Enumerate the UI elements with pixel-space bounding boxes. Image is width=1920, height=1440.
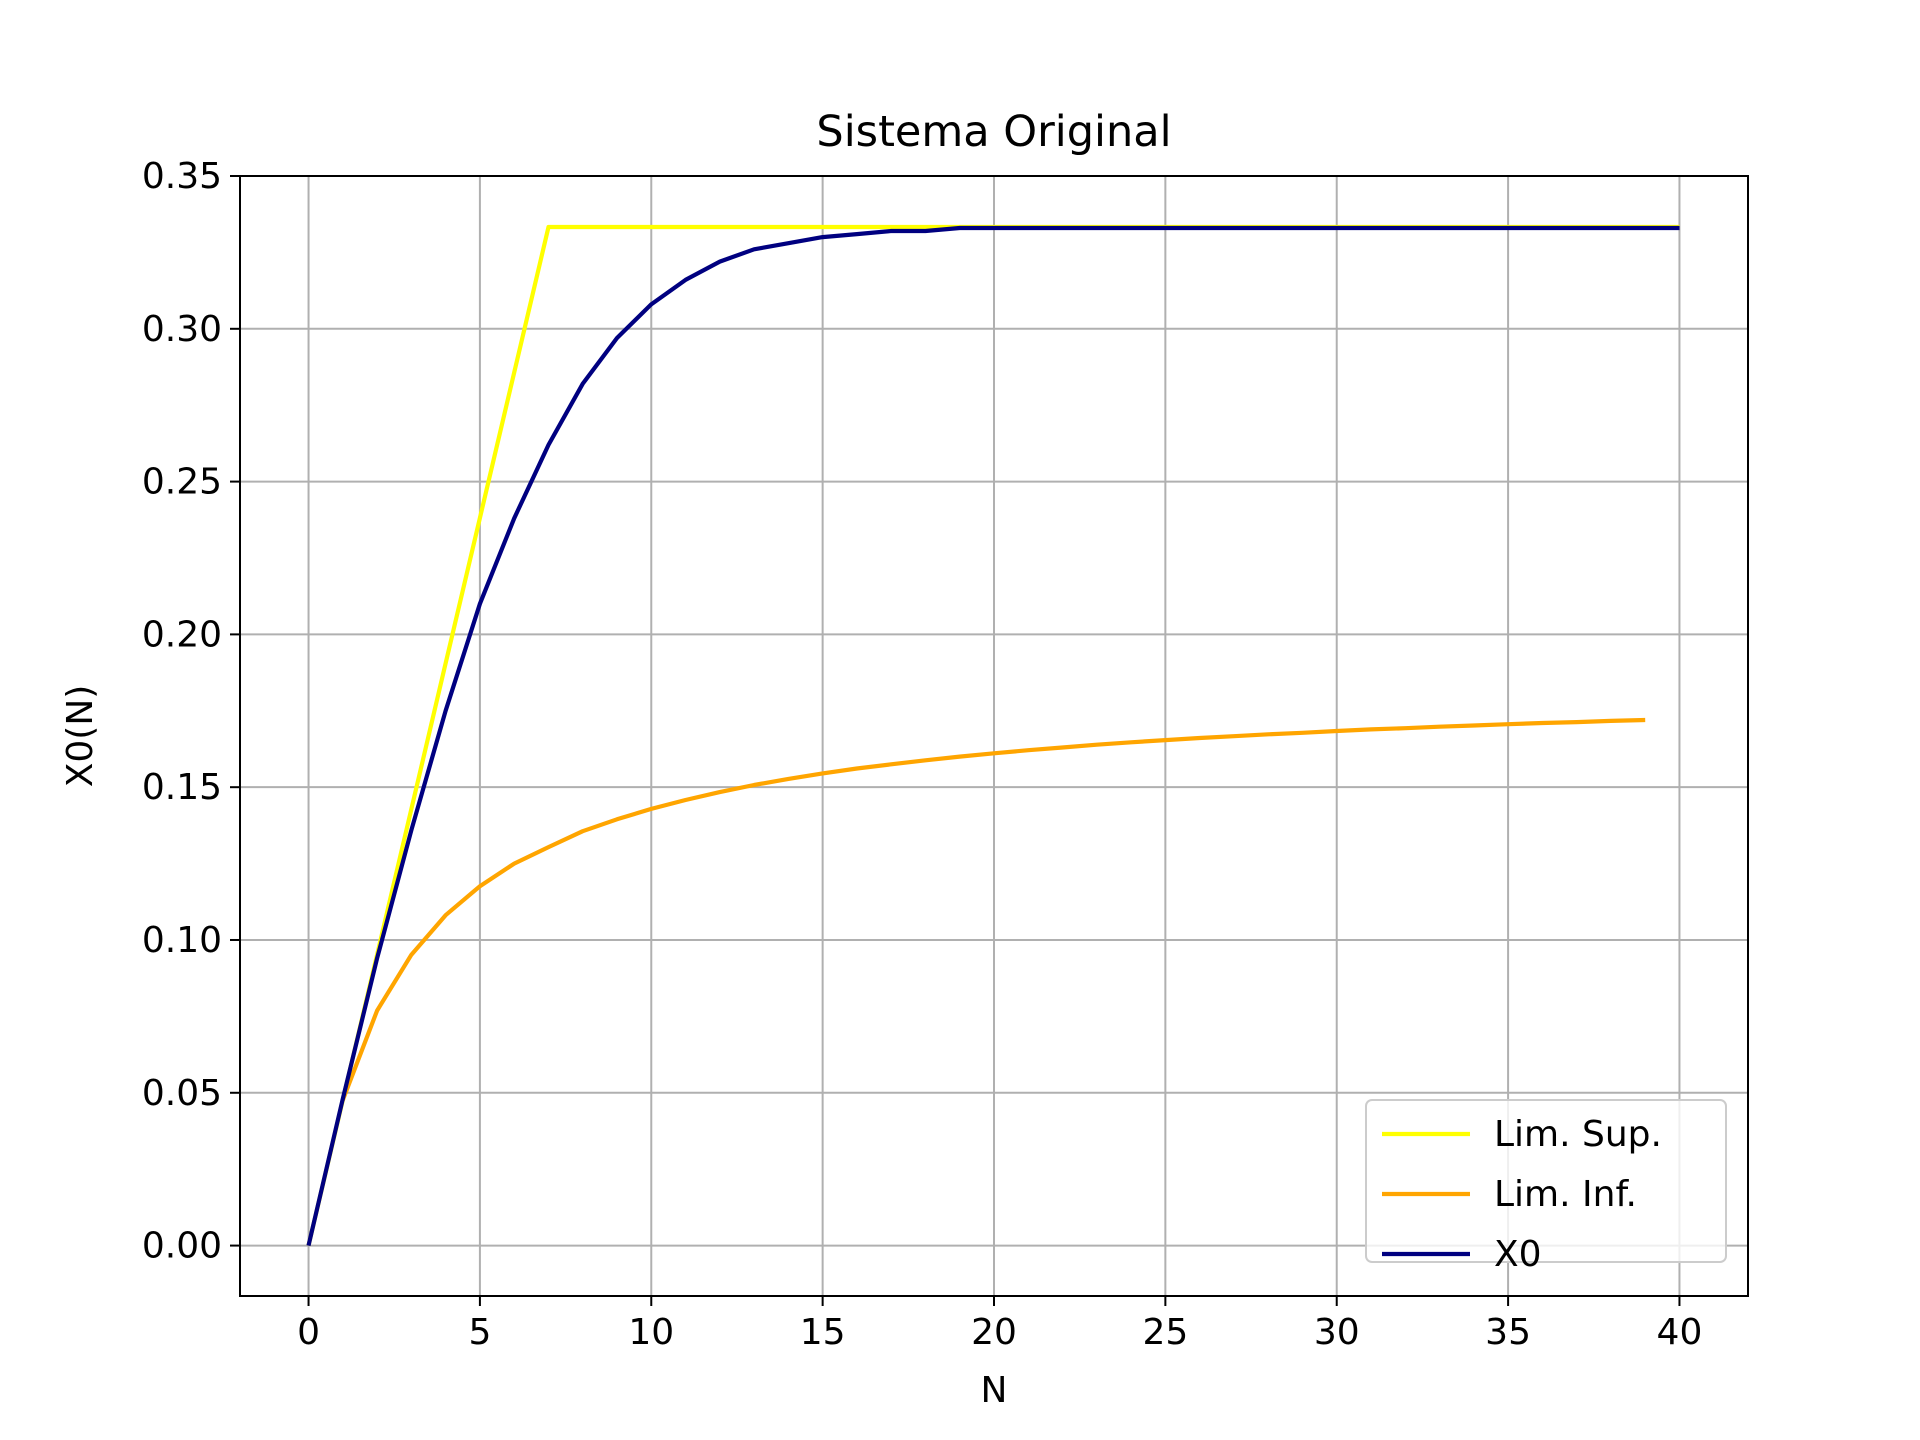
y-tick-label: 0.30 <box>142 309 222 350</box>
series-line-lim-inf <box>340 717 1646 1101</box>
y-tick-label: 0.15 <box>142 767 222 808</box>
y-axis-label: X0(N) <box>60 685 101 788</box>
y-tick-label: 0.05 <box>142 1073 222 1114</box>
x-tick-label: 25 <box>1142 1312 1188 1353</box>
x-tick-label: 35 <box>1485 1312 1531 1353</box>
y-tick-label: 0.20 <box>142 614 222 655</box>
y-tick-label: 0.35 <box>142 156 222 197</box>
x-tick-label: 0 <box>297 1312 320 1353</box>
chart-title: Sistema Original <box>816 107 1171 157</box>
x-tick-label: 40 <box>1657 1312 1703 1353</box>
legend-label: Lim. Inf. <box>1494 1174 1637 1215</box>
y-tick-label: 0.10 <box>142 920 222 961</box>
x-tick-label: 10 <box>628 1312 674 1353</box>
x-tick-label: 15 <box>800 1312 846 1353</box>
y-tick-label: 0.25 <box>142 462 222 503</box>
x-tick-label: 5 <box>468 1312 491 1353</box>
legend-box <box>1365 1099 1727 1263</box>
legend-label: X0 <box>1494 1234 1542 1275</box>
x-tick-label: 30 <box>1314 1312 1360 1353</box>
axis-ticks: 0 5 10 15 20 25 30 35 40 0.00 0.05 0.10 0.15 0.20 0.25… <box>142 156 1703 1353</box>
y-tick-label: 0.00 <box>142 1226 222 1267</box>
legend-label: Lim. Sup. <box>1494 1114 1662 1155</box>
legend: Lim. Sup. Lim. Inf. X0 <box>1365 1099 1727 1275</box>
series-line-x0 <box>306 225 1680 1247</box>
x-axis-label: N <box>981 1370 1008 1411</box>
x-tick-label: 20 <box>971 1312 1017 1353</box>
series-lines <box>306 224 1680 1247</box>
